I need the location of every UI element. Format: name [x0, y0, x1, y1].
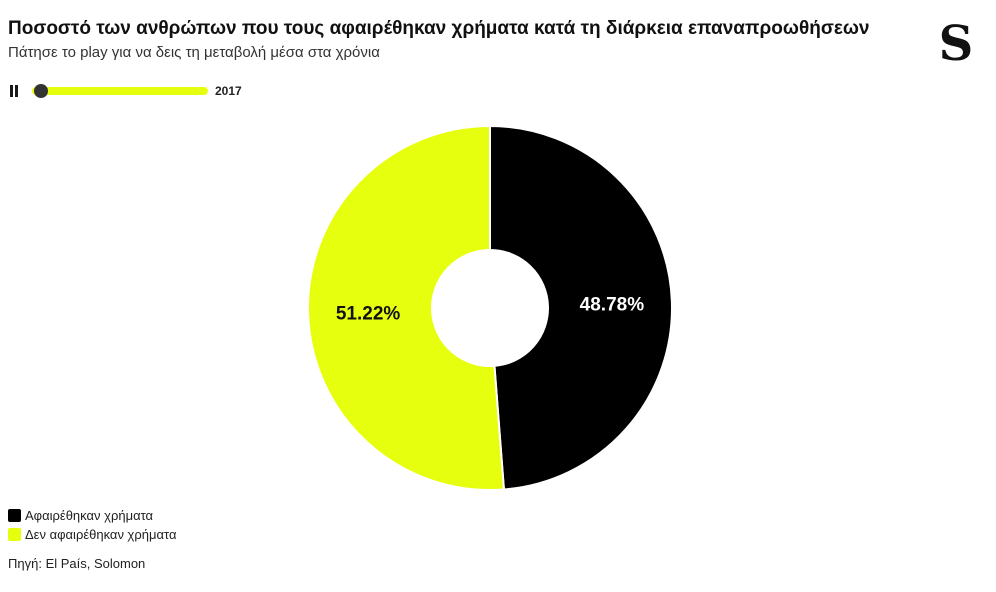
legend-swatch-not-removed: [8, 528, 21, 541]
legend-item-removed[interactable]: Αφαιρέθηκαν χρήματα: [8, 506, 176, 525]
legend-label-not-removed: Δεν αφαιρέθηκαν χρήματα: [25, 527, 177, 542]
timeline-slider-handle[interactable]: [34, 84, 48, 98]
chart-title: Ποσοστό των ανθρώπων που τους αφαιρέθηκα…: [8, 18, 870, 39]
donut-label-removed: 48.78%: [580, 294, 645, 315]
legend-swatch-removed: [8, 509, 21, 522]
brand-logo-letter: S: [939, 16, 974, 66]
timeline-year-label: 2017: [215, 84, 242, 98]
timeline-player: 2017: [8, 82, 268, 100]
donut-label-not-removed: 51.22%: [336, 304, 401, 325]
legend-item-not-removed[interactable]: Δεν αφαιρέθηκαν χρήματα: [8, 525, 176, 544]
pause-button[interactable]: [8, 84, 22, 98]
brand-logo: S: [939, 16, 974, 66]
timeline-slider[interactable]: [32, 84, 208, 98]
chart-legend: Αφαιρέθηκαν χρήματα Δεν αφαιρέθηκαν χρήμ…: [8, 506, 176, 544]
chart-subtitle: Πάτησε το play για να δεις τη μεταβολή μ…: [8, 44, 380, 61]
donut-slice-not-removed[interactable]: [307, 125, 505, 491]
legend-label-removed: Αφαιρέθηκαν χρήματα: [25, 508, 154, 523]
pause-icon-bar-left: [10, 85, 13, 97]
source-note: Πηγή: El País, Solomon: [8, 556, 146, 571]
donut-slice-removed[interactable]: [489, 125, 673, 491]
pause-icon-bar-right: [15, 85, 18, 97]
